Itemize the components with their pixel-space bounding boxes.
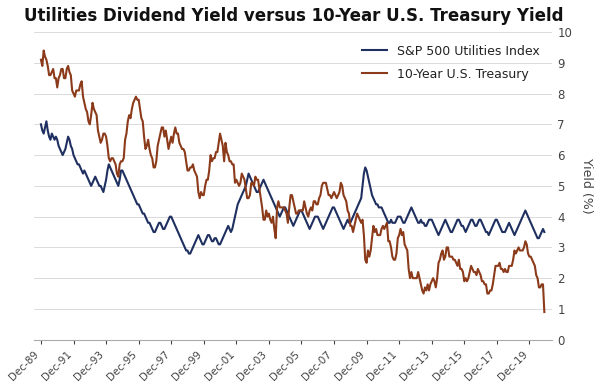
S&P 500 Utilities Index	[43, 119, 50, 124]
10-Year U.S. Treasury	[208, 159, 215, 164]
10-Year U.S. Treasury	[295, 208, 302, 213]
Line: 10-Year U.S. Treasury: 10-Year U.S. Treasury	[41, 51, 544, 312]
10-Year U.S. Treasury	[37, 58, 44, 62]
Legend: S&P 500 Utilities Index, 10-Year U.S. Treasury: S&P 500 Utilities Index, 10-Year U.S. Tr…	[356, 38, 546, 87]
S&P 500 Utilities Index	[409, 208, 416, 213]
10-Year U.S. Treasury	[408, 270, 415, 274]
10-Year U.S. Treasury	[541, 310, 548, 314]
10-Year U.S. Treasury	[531, 263, 538, 268]
10-Year U.S. Treasury	[40, 48, 47, 53]
S&P 500 Utilities Index	[121, 174, 128, 179]
S&P 500 Utilities Index	[533, 233, 540, 237]
S&P 500 Utilities Index	[103, 177, 110, 182]
S&P 500 Utilities Index	[541, 230, 548, 234]
S&P 500 Utilities Index	[37, 122, 44, 127]
S&P 500 Utilities Index	[209, 239, 217, 244]
Line: S&P 500 Utilities Index: S&P 500 Utilities Index	[41, 121, 544, 254]
10-Year U.S. Treasury	[103, 134, 110, 139]
Y-axis label: Yield (%): Yield (%)	[580, 158, 593, 214]
10-Year U.S. Treasury	[121, 137, 128, 142]
S&P 500 Utilities Index	[296, 208, 304, 213]
Title: Utilities Dividend Yield versus 10-Year U.S. Treasury Yield: Utilities Dividend Yield versus 10-Year …	[23, 7, 563, 25]
S&P 500 Utilities Index	[185, 251, 193, 256]
